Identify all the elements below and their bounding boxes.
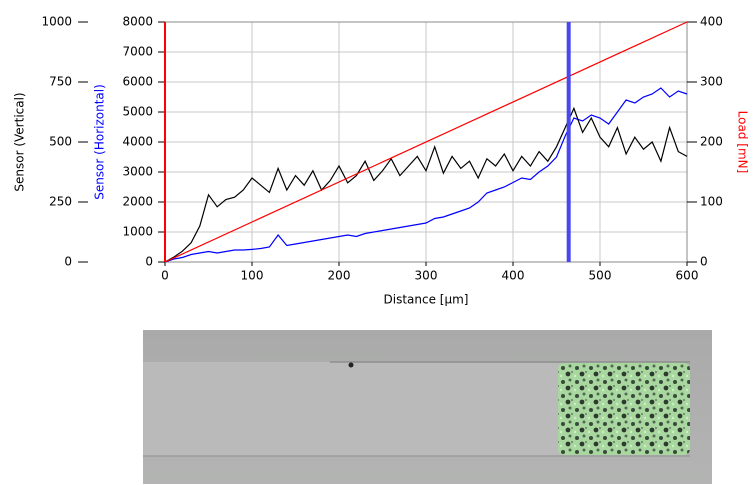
series-line (164, 87, 688, 263)
x-tick-label: 300 (415, 269, 438, 283)
y-tick-label: 3000 (122, 165, 153, 179)
x-tick-label: 200 (328, 269, 351, 283)
series-line (164, 21, 688, 263)
y-tick-label: 250 (49, 195, 72, 209)
x-tick-label: 100 (241, 269, 264, 283)
y-tick-label: 0 (145, 255, 153, 269)
x-tick-label: 0 (161, 269, 169, 283)
x-tick-label: 400 (502, 269, 525, 283)
y-axis-label: Load [mN] (736, 111, 750, 174)
y-tick-label: 7000 (122, 45, 153, 59)
y-tick-label: 0 (700, 255, 708, 269)
y-tick-label: 750 (49, 75, 72, 89)
x-axis-label: Distance [µm] (384, 293, 469, 307)
micrograph (143, 330, 712, 484)
y-tick-label: 400 (700, 15, 723, 29)
damage-region (558, 363, 690, 455)
series-line (164, 106, 688, 263)
y-tick-label: 300 (700, 75, 723, 89)
y-tick-label: 8000 (122, 15, 153, 29)
y-tick-label: 1000 (122, 225, 153, 239)
position-marker (566, 22, 571, 262)
y-tick-label: 2000 (122, 195, 153, 209)
y-axis-label: Sensor (Horizontal) (93, 84, 107, 200)
y-tick-label: 6000 (122, 75, 153, 89)
y-tick-label: 5000 (122, 105, 153, 119)
x-tick-label: 500 (589, 269, 612, 283)
y-tick-label: 0 (64, 255, 72, 269)
y-tick-label: 4000 (122, 135, 153, 149)
plot: 0 100 200 300 400 500 600 Distance [µm] 0 250 500 7… (13, 15, 750, 307)
y-tick-label: 500 (49, 135, 72, 149)
debris (348, 362, 354, 368)
y-tick-label: 200 (700, 135, 723, 149)
y-axis-label: Sensor (Vertical) (13, 92, 27, 191)
y-tick-label: 1000 (41, 15, 72, 29)
y-tick-label: 100 (700, 195, 723, 209)
x-tick-label: 600 (676, 269, 699, 283)
